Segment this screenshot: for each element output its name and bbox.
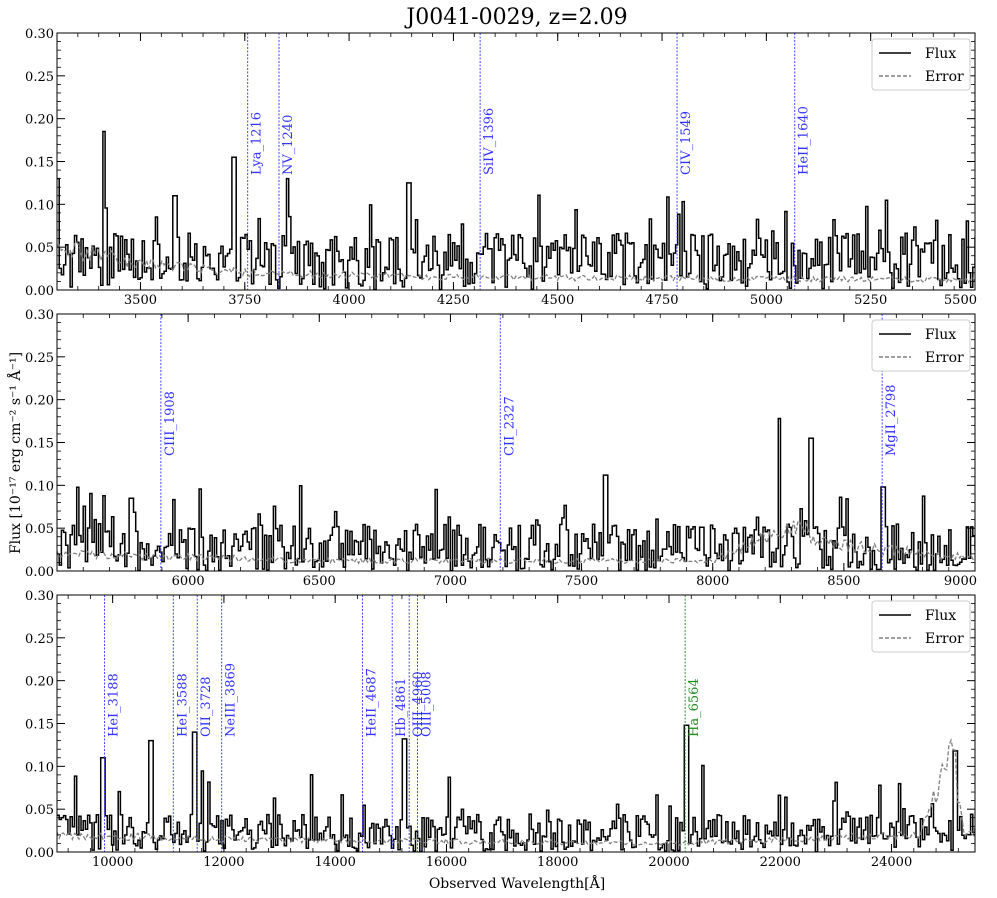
emission-line-label: CIII_1908 bbox=[163, 391, 178, 456]
x-tick-label: 7500 bbox=[565, 574, 598, 589]
legend: Flux Error bbox=[871, 38, 971, 91]
y-tick-label: 0.20 bbox=[25, 675, 54, 690]
error-series-line bbox=[57, 241, 975, 284]
y-tick-label: 0.15 bbox=[25, 718, 54, 733]
emission-line-label: OIII_5008 bbox=[420, 671, 435, 737]
legend-box bbox=[871, 600, 971, 653]
emission-line-label: SiIV_1396 bbox=[482, 108, 497, 175]
legend-flux-label: Flux bbox=[925, 46, 956, 62]
y-tick-label: 0.10 bbox=[25, 198, 54, 213]
legend-error-label: Error bbox=[925, 631, 964, 647]
y-tick-label: 0.00 bbox=[25, 565, 54, 580]
emission-line-label: HeII_4687 bbox=[364, 668, 379, 737]
x-tick-label: 5500 bbox=[944, 293, 977, 308]
y-tick-label: 0.25 bbox=[25, 632, 54, 647]
spectrum-panel-3: HeI_3188 HeI_3588 OII_3728 NeIII_3869 HeII_4… bbox=[25, 589, 976, 870]
emission-line-label: CII_2327 bbox=[502, 396, 517, 456]
emission-line-label: HeI_3188 bbox=[107, 673, 122, 737]
y-tick-label: 0.25 bbox=[25, 351, 54, 366]
y-tick-label: 0.30 bbox=[25, 308, 54, 323]
x-tick-label: 16000 bbox=[426, 855, 467, 870]
error-series-line bbox=[57, 519, 975, 565]
y-tick-label: 0.20 bbox=[25, 394, 54, 409]
x-tick-label: 22000 bbox=[760, 855, 801, 870]
y-tick-label: 0.15 bbox=[25, 437, 54, 452]
y-tick-label: 0.30 bbox=[25, 27, 54, 42]
emission-line-label: MgII_2798 bbox=[884, 385, 899, 457]
x-tick-label: 8000 bbox=[696, 574, 729, 589]
panels: Lya_1216 NV_1240 SiIV_1396 CIV_1549 HeII_164… bbox=[25, 27, 977, 870]
x-axis-label: Observed Wavelength[Å] bbox=[429, 874, 605, 892]
legend-flux-label: Flux bbox=[925, 327, 956, 343]
emission-line-label: HeI_3588 bbox=[175, 673, 190, 737]
x-tick-label: 6500 bbox=[303, 574, 336, 589]
x-tick-label: 7000 bbox=[434, 574, 467, 589]
y-tick-label: 0.30 bbox=[25, 589, 54, 604]
legend: Flux Error bbox=[871, 319, 971, 372]
x-tick-label: 12000 bbox=[203, 855, 244, 870]
y-tick-label: 0.00 bbox=[25, 284, 54, 299]
x-tick-label: 24000 bbox=[871, 855, 912, 870]
emission-line-label: NV_1240 bbox=[281, 115, 296, 175]
x-tick-label: 10000 bbox=[92, 855, 133, 870]
x-tick-label: 4250 bbox=[437, 293, 470, 308]
emission-line-label: Ha_6564 bbox=[687, 678, 702, 737]
emission-line-label: OIII_4960 bbox=[411, 671, 426, 737]
y-tick-label: 0.15 bbox=[25, 156, 54, 171]
legend-box bbox=[871, 319, 971, 372]
x-tick-label: 8500 bbox=[827, 574, 860, 589]
x-tick-label: 3500 bbox=[124, 293, 157, 308]
x-tick-label: 14000 bbox=[315, 855, 356, 870]
flux-series-line bbox=[57, 724, 975, 852]
legend-error-label: Error bbox=[925, 350, 964, 366]
figure-title: J0041-0029, z=2.09 bbox=[404, 5, 627, 30]
spectrum-panel-1: Lya_1216 NV_1240 SiIV_1396 CIV_1549 HeII_164… bbox=[25, 27, 977, 308]
y-tick-label: 0.05 bbox=[25, 522, 54, 537]
x-tick-label: 4500 bbox=[541, 293, 574, 308]
y-tick-label: 0.10 bbox=[25, 479, 54, 494]
x-tick-label: 3750 bbox=[228, 293, 261, 308]
y-tick-label: 0.05 bbox=[25, 803, 54, 818]
legend-flux-label: Flux bbox=[925, 608, 956, 624]
y-tick-label: 0.20 bbox=[25, 113, 54, 128]
emission-line-label: Lya_1216 bbox=[250, 112, 265, 175]
emission-line-label: Hb_4861 bbox=[394, 678, 409, 737]
y-tick-label: 0.00 bbox=[25, 846, 54, 861]
x-tick-label: 4000 bbox=[333, 293, 366, 308]
legend-error-label: Error bbox=[925, 69, 964, 85]
y-tick-label: 0.25 bbox=[25, 70, 54, 85]
x-tick-label: 6000 bbox=[172, 574, 205, 589]
error-series-line bbox=[57, 737, 975, 847]
y-axis-label: Flux [10⁻¹⁷ erg cm⁻² s⁻¹ Å⁻¹] bbox=[6, 352, 24, 554]
x-tick-label: 20000 bbox=[648, 855, 689, 870]
y-tick-label: 0.10 bbox=[25, 760, 54, 775]
x-tick-label: 5000 bbox=[750, 293, 783, 308]
x-tick-label: 9000 bbox=[944, 574, 977, 589]
emission-line-label: HeII_1640 bbox=[797, 106, 812, 175]
legend: Flux Error bbox=[871, 600, 971, 653]
x-tick-label: 18000 bbox=[537, 855, 578, 870]
flux-series-line bbox=[57, 417, 975, 571]
x-tick-label: 4750 bbox=[645, 293, 678, 308]
emission-line-label: OII_3728 bbox=[199, 676, 214, 737]
emission-line-label: NeIII_3869 bbox=[224, 663, 239, 737]
x-tick-label: 5250 bbox=[854, 293, 887, 308]
emission-line-label: CIV_1549 bbox=[679, 111, 694, 175]
spectrum-panel-2: CIII_1908 CII_2327 MgII_2798 0.00 0.05 0.10 0.… bbox=[25, 308, 977, 589]
legend-box bbox=[871, 38, 971, 91]
y-tick-label: 0.05 bbox=[25, 241, 54, 256]
